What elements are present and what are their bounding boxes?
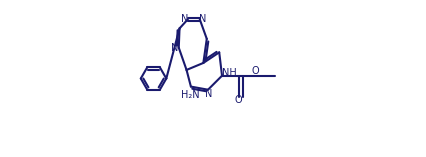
Text: O: O: [234, 95, 242, 105]
Text: N: N: [205, 89, 213, 99]
Text: O: O: [252, 66, 259, 76]
Text: N: N: [199, 14, 206, 24]
Text: N: N: [171, 43, 178, 53]
Text: H₂N: H₂N: [181, 90, 199, 100]
Text: NH: NH: [222, 68, 236, 78]
Text: N: N: [181, 14, 189, 24]
